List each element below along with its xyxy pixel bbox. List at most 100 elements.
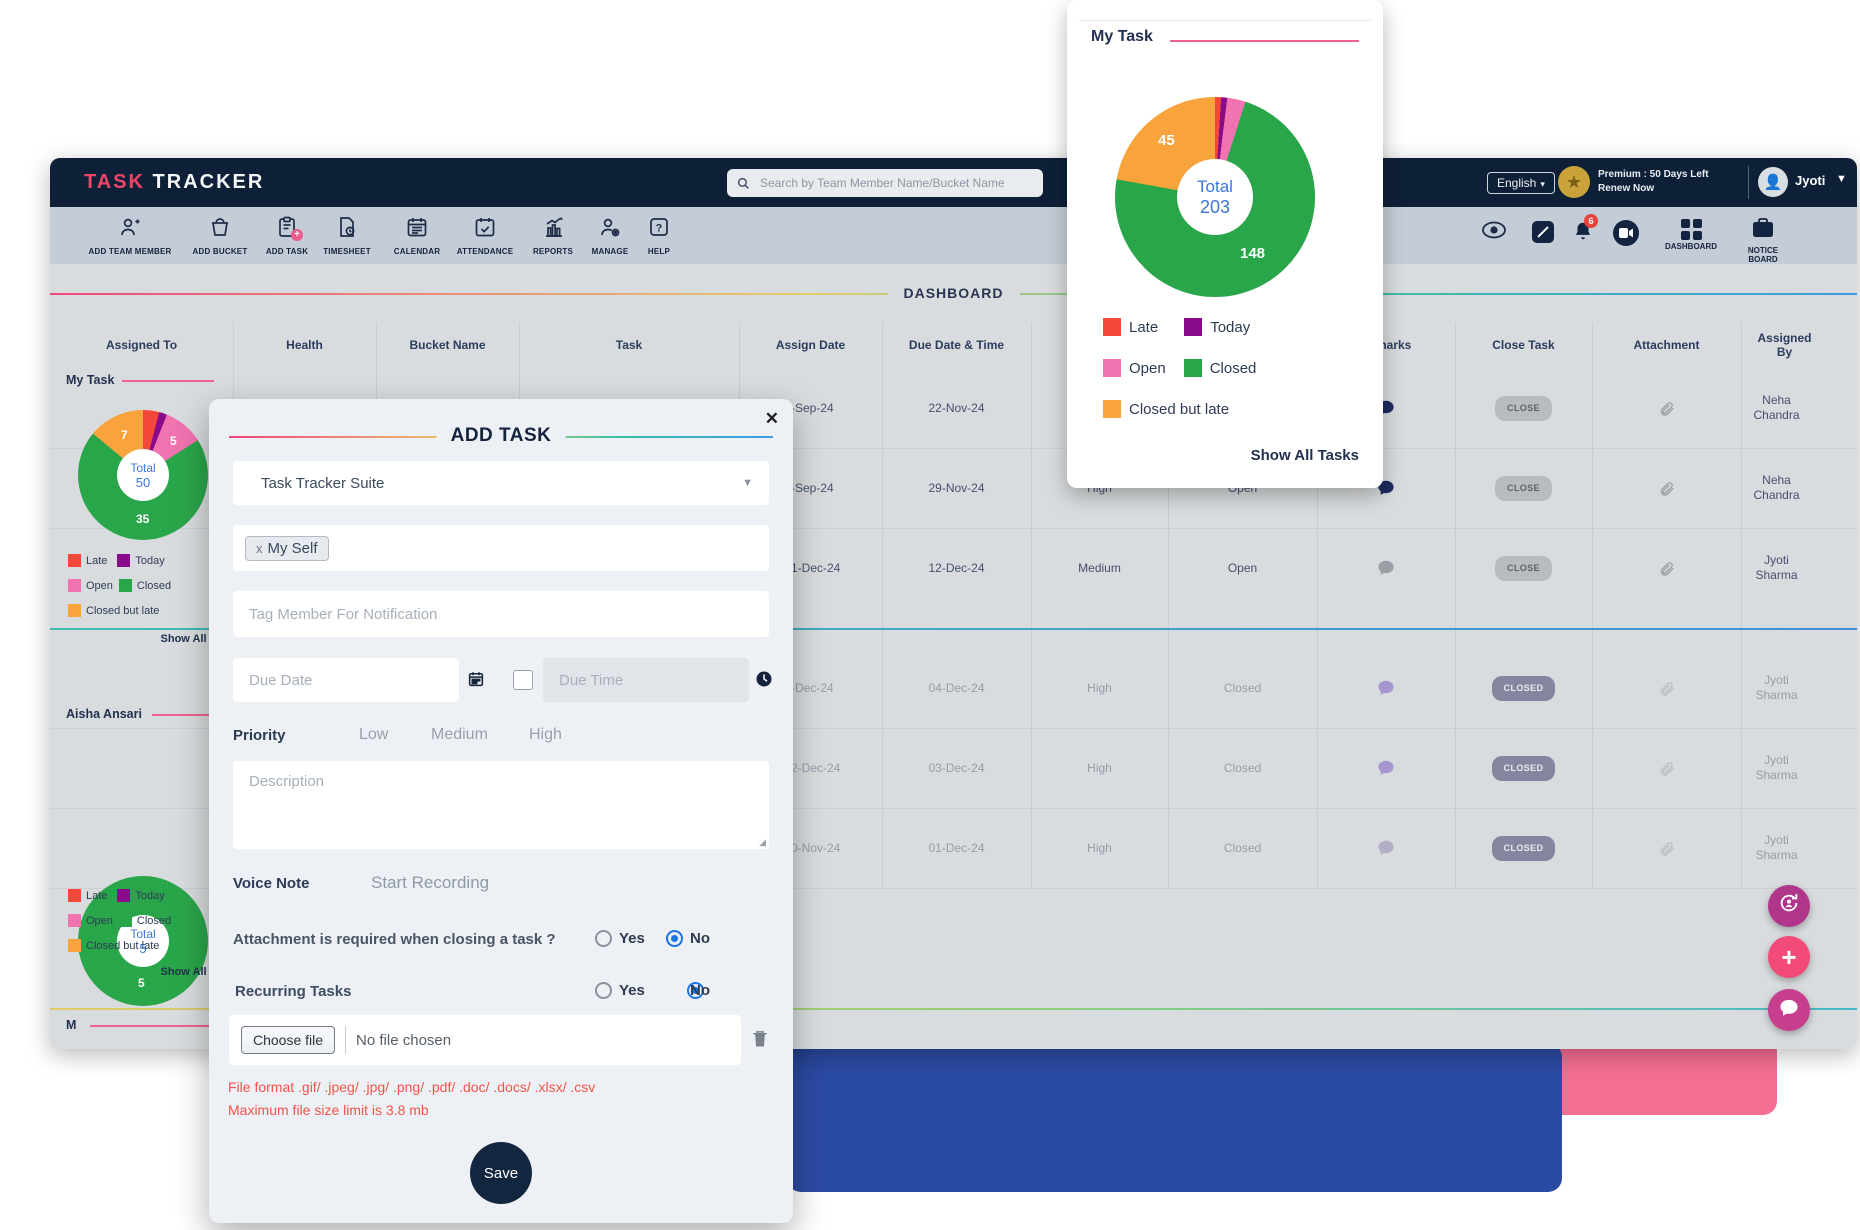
row-divider	[50, 528, 1857, 529]
attendance-button[interactable]: ATTENDANCE	[437, 215, 533, 256]
timesheet-button[interactable]: TIMESHEET	[299, 215, 395, 256]
remark-bubble-icon[interactable]	[1317, 728, 1455, 808]
close-task-button[interactable]: CLOSED	[1455, 648, 1592, 728]
reports-button[interactable]: REPORTS	[505, 215, 601, 256]
assignee-chip[interactable]: x My Self	[245, 535, 329, 561]
choose-file-button[interactable]: Choose file	[241, 1026, 336, 1054]
renew-now-link[interactable]: Renew Now	[1598, 183, 1655, 194]
save-button[interactable]: Save	[470, 1142, 532, 1204]
close-task-button[interactable]: CLOSE	[1455, 448, 1592, 528]
attachment-paperclip-icon[interactable]	[1592, 728, 1741, 808]
tag-member-field[interactable]	[233, 591, 769, 637]
table-row[interactable]: 1-Dec-24 12-Dec-24 Medium Open CLOSE Jyo…	[50, 528, 1857, 608]
attachment-paperclip-icon[interactable]	[1592, 808, 1741, 888]
help-button[interactable]: ? HELP	[611, 215, 707, 256]
attachment-paperclip-icon[interactable]	[1592, 648, 1741, 728]
file-field-divider	[345, 1026, 347, 1054]
chat-bubble-icon	[1779, 999, 1799, 1022]
help-label: HELP	[647, 247, 671, 256]
attachment-yes-radio[interactable]	[595, 930, 612, 947]
remark-bubble-icon[interactable]	[1317, 808, 1455, 888]
attachment-paperclip-icon[interactable]	[1592, 368, 1741, 448]
chat-fab[interactable]	[1768, 989, 1810, 1031]
user-name[interactable]: Jyoti	[1795, 173, 1826, 188]
table-row[interactable]: 0-Nov-24 01-Dec-24 High Closed CLOSED Jy…	[50, 808, 1857, 888]
dashboard-nav-button[interactable]: DASHBOARD	[1665, 219, 1717, 251]
view-toggle-button[interactable]	[1481, 219, 1507, 246]
close-icon[interactable]: ✕	[764, 409, 779, 428]
recurring-no-radio[interactable]	[687, 982, 705, 999]
edit-button[interactable]	[1532, 221, 1554, 243]
reassign-tasks-fab[interactable]	[1768, 885, 1810, 927]
page-title: DASHBOARD	[887, 279, 1020, 307]
due-date-input[interactable]	[233, 658, 459, 702]
priority-option-low[interactable]: Low	[359, 726, 389, 743]
due-date-field[interactable]	[233, 658, 459, 702]
attachment-paperclip-icon[interactable]	[1592, 448, 1741, 528]
search-bar[interactable]	[727, 169, 1043, 197]
close-task-button[interactable]: CLOSE	[1455, 528, 1592, 608]
video-call-button[interactable]	[1613, 220, 1639, 246]
recurring-no-label[interactable]: No	[690, 982, 710, 999]
notice-board-button[interactable]: NOTICE BOARD	[1733, 217, 1793, 264]
add-fab[interactable]: +	[1768, 936, 1810, 978]
slice-label-closed: 5	[138, 976, 145, 990]
remark-bubble-icon[interactable]	[1317, 648, 1455, 728]
description-field[interactable]: ◢	[233, 761, 769, 849]
show-all-tasks-link[interactable]: Show All Tasks	[1250, 447, 1359, 464]
tag-member-input[interactable]	[233, 591, 769, 637]
premium-status[interactable]: Premium : 50 Days Left Renew Now	[1598, 168, 1709, 196]
project-select[interactable]: Task Tracker Suite ▼	[233, 461, 769, 505]
user-avatar[interactable]: 👤	[1758, 167, 1788, 197]
attachment-paperclip-icon[interactable]	[1592, 528, 1741, 608]
recurring-yes-label[interactable]: Yes	[619, 982, 645, 999]
reports-label: REPORTS	[532, 247, 574, 256]
priority-option-medium[interactable]: Medium	[431, 726, 488, 743]
cell-priority: High	[1087, 760, 1112, 775]
donut-center-label: Total	[130, 926, 156, 941]
calendar-button[interactable]: CALENDAR	[369, 215, 465, 256]
remark-bubble-icon[interactable]	[1317, 528, 1455, 608]
cell-assigned-by: Jyoti Sharma	[1755, 753, 1798, 782]
language-selector[interactable]: English ▾	[1487, 172, 1555, 194]
search-input[interactable]	[758, 175, 1033, 191]
add-task-button[interactable]: + ADD TASK	[239, 215, 335, 256]
due-time-checkbox[interactable]	[513, 670, 533, 690]
resize-handle[interactable]: ◢	[759, 837, 766, 847]
table-row[interactable]: -Dec-24 04-Dec-24 High Closed CLOSED Jyo…	[50, 648, 1857, 728]
calendar-picker-icon[interactable]	[467, 670, 485, 693]
attachment-yes-label[interactable]: Yes	[619, 930, 645, 947]
table-row[interactable]: 2-Dec-24 03-Dec-24 High Closed CLOSED Jy…	[50, 728, 1857, 808]
recurring-yes-radio[interactable]	[595, 982, 612, 999]
main-toolbar: ADD TEAM MEMBER ADD BUCKET + ADD TASK TI…	[50, 207, 1857, 264]
file-size-note: Maximum file size limit is 3.8 mb	[228, 1102, 429, 1118]
add-bucket-button[interactable]: ADD BUCKET	[172, 215, 268, 256]
table-row[interactable]: -Sep-24 22-Nov-24 CLOSE Neha Chandra	[50, 368, 1857, 448]
aisha-donut-chart[interactable]: Total 5 5	[78, 876, 208, 1006]
manage-button[interactable]: MANAGE	[562, 215, 658, 256]
popup-donut-chart[interactable]: Total 203 45 148	[1115, 97, 1315, 297]
notifications-button[interactable]: 6	[1572, 214, 1598, 248]
user-menu-chevron-icon[interactable]: ▼	[1836, 173, 1847, 185]
my-task-chart-popup: My Task Total 203 45 148 Late Today Open…	[1067, 0, 1383, 488]
add-team-member-button[interactable]: ADD TEAM MEMBER	[82, 215, 178, 256]
close-task-button[interactable]: CLOSED	[1455, 728, 1592, 808]
start-recording-button[interactable]: Start Recording	[371, 873, 490, 892]
file-upload-field[interactable]: Choose file No file chosen	[229, 1015, 741, 1065]
dashboard-grid-icon	[1680, 219, 1702, 240]
legend-swatch-closed	[118, 579, 132, 592]
description-textarea[interactable]	[233, 761, 769, 849]
priority-option-high[interactable]: High	[529, 726, 562, 743]
close-task-button[interactable]: CLOSED	[1455, 808, 1592, 888]
remark-bubble-icon[interactable]	[1317, 448, 1455, 528]
close-task-button[interactable]: CLOSE	[1455, 368, 1592, 448]
attachment-no-radio[interactable]	[666, 930, 683, 947]
language-label: English	[1497, 176, 1537, 190]
clock-icon[interactable]	[755, 670, 773, 693]
voice-note-label: Voice Note	[233, 875, 310, 892]
assignee-field[interactable]: x My Self	[233, 525, 769, 571]
delete-file-icon[interactable]	[751, 1029, 769, 1054]
my-task-donut-chart[interactable]: Total 50 7 5 35	[78, 410, 208, 540]
remove-chip-icon[interactable]: x	[256, 540, 263, 556]
attachment-no-label[interactable]: No	[690, 930, 710, 947]
